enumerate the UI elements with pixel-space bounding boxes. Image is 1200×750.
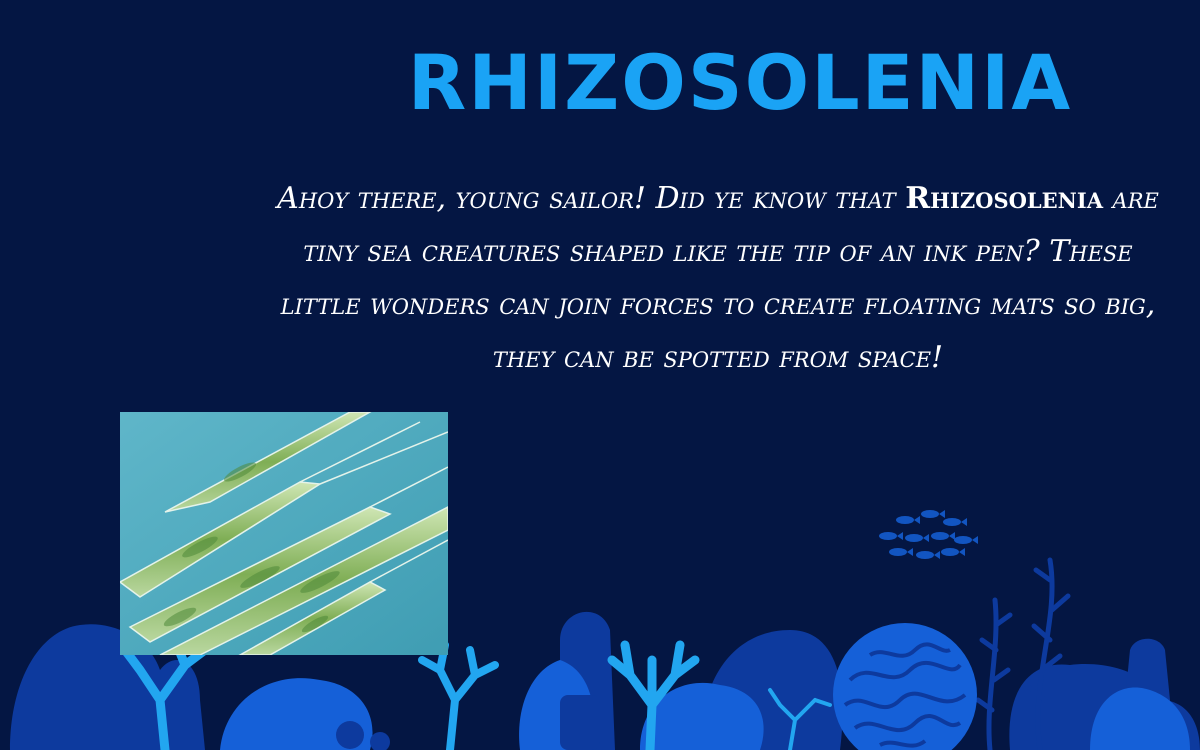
paragraph-highlight: Rhizosolenia (905, 181, 1103, 216)
paragraph-rest: are tiny sea creatures shaped like the t… (280, 181, 1159, 375)
slide-title: RHIZOSOLENIA (407, 38, 1073, 127)
body-paragraph: Ahoy there, young sailor! Did ye know th… (262, 172, 1174, 384)
coral-reef-icon (10, 510, 1200, 750)
fish-school-icon (879, 510, 978, 559)
rhizosolenia-microscope-photo (120, 412, 448, 655)
paragraph-intro: Ahoy there, young sailor! Did ye know th… (277, 181, 906, 216)
